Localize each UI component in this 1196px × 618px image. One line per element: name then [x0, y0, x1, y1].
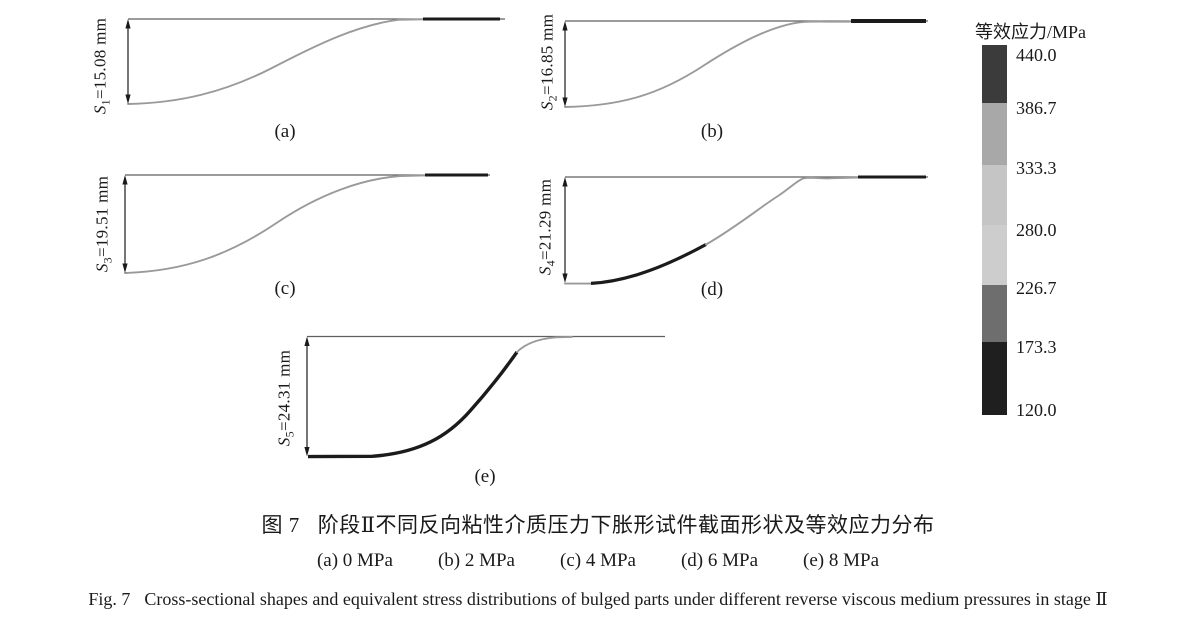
depth-symbol: S	[92, 263, 112, 273]
colorbar-segment	[982, 165, 1007, 225]
colorbar-title: 等效应力/MPa	[975, 22, 1087, 42]
colorbar-segment	[982, 225, 1007, 285]
arrowhead-icon	[562, 177, 568, 187]
colorbar-tick: 440.0	[1016, 45, 1057, 65]
panel-label-e: (e)	[474, 466, 496, 487]
pressure-item-e: (e) 8 MPa	[803, 550, 880, 571]
colorbar	[982, 45, 1007, 415]
depth-subscript: 4	[543, 260, 558, 267]
depth-label-c: S3=19.51 mm	[92, 176, 115, 272]
arrowhead-icon	[125, 94, 131, 104]
pressure-item-d: (d) 6 MPa	[680, 550, 759, 571]
depth-value: =21.29 mm	[535, 178, 555, 261]
pressure-item-a: (a) 0 MPa	[316, 550, 393, 571]
panel-label-c: (c)	[274, 278, 296, 299]
arrowhead-icon	[562, 97, 568, 107]
depth-value: =19.51 mm	[92, 175, 112, 258]
profile-curve-b	[564, 20, 852, 108]
depth-symbol: S	[274, 437, 294, 447]
caption-en: Fig. 7 Cross-sectional shapes and equival…	[0, 588, 1196, 611]
stress-dark-curve-d	[590, 243, 707, 285]
depth-symbol: S	[537, 101, 557, 111]
caption-en-figno: Fig. 7	[88, 589, 131, 609]
depth-label-d: S4=21.29 mm	[535, 179, 558, 275]
colorbar-segment	[982, 45, 1007, 103]
profile-curve-d	[705, 176, 859, 246]
arrowhead-icon	[125, 19, 131, 29]
caption-zh-figno: 图 7	[261, 513, 300, 537]
depth-subscript: 1	[98, 99, 113, 106]
colorbar-tick: 173.3	[1016, 337, 1057, 357]
colorbar-segment	[982, 342, 1007, 415]
arrowhead-icon	[562, 21, 568, 31]
colorbar-tick: 226.7	[1016, 278, 1057, 298]
panel-label-b: (b)	[700, 121, 724, 142]
colorbar-tick: 333.3	[1016, 158, 1057, 178]
caption-zh-title: 阶段Ⅱ不同反向粘性介质压力下胀形试件截面形状及等效应力分布	[317, 513, 935, 537]
subplot-b	[562, 19, 928, 108]
pressure-item-b: (b) 2 MPa	[437, 550, 515, 571]
depth-label-a: S1=15.08 mm	[90, 18, 113, 114]
profile-curve-e	[516, 335, 573, 353]
profile-curve-a	[127, 18, 424, 105]
depth-symbol: S	[90, 105, 110, 115]
depth-value: =16.85 mm	[537, 13, 557, 96]
subplot-e	[304, 335, 665, 459]
profile-curve-c	[124, 174, 426, 274]
depth-value: =15.08 mm	[90, 17, 110, 100]
pressure-item-c: (c) 4 MPa	[560, 550, 636, 571]
depth-value: =24.31 mm	[274, 349, 294, 432]
arrowhead-icon	[122, 175, 128, 185]
colorbar-segment	[982, 285, 1007, 342]
caption-en-title: Cross-sectional shapes and equivalent st…	[144, 589, 1108, 609]
panel-label-d: (d)	[700, 279, 724, 300]
depth-subscript: 2	[545, 95, 560, 102]
depth-subscript: 5	[282, 431, 297, 438]
panel-label-a: (a)	[274, 121, 296, 142]
subplot-d	[562, 175, 928, 285]
colorbar-tick: 386.7	[1016, 98, 1057, 118]
arrowhead-icon	[304, 336, 310, 346]
colorbar-tick: 120.0	[1016, 400, 1057, 420]
depth-symbol: S	[535, 266, 555, 276]
colorbar-segment	[982, 103, 1007, 165]
subplot-c	[122, 173, 490, 274]
depth-subscript: 3	[100, 257, 115, 264]
subplot-a	[125, 17, 505, 105]
stress-dark-curve-e	[307, 351, 519, 459]
caption-zh: 图 7 阶段Ⅱ不同反向粘性介质压力下胀形试件截面形状及等效应力分布	[0, 512, 1196, 538]
colorbar-tick: 280.0	[1016, 220, 1057, 240]
depth-label-b: S2=16.85 mm	[537, 14, 560, 110]
arrowhead-icon	[562, 273, 568, 283]
depth-label-e: S5=24.31 mm	[274, 350, 297, 446]
arrowhead-icon	[304, 447, 310, 457]
arrowhead-icon	[122, 263, 128, 273]
caption-pressures: (a) 0 MPa (b) 2 MPa (c) 4 MPa (d) 6 MPa …	[0, 549, 1196, 573]
